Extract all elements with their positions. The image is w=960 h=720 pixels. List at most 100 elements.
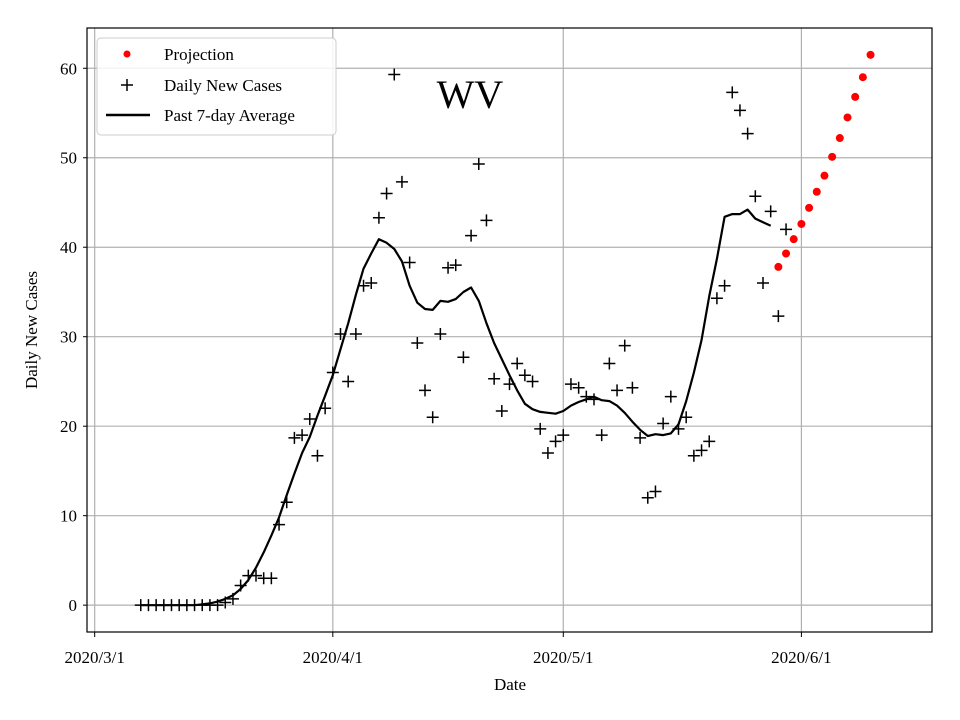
legend-projection-marker <box>123 50 131 58</box>
legend: Projection Daily New Cases Past 7-day Av… <box>96 37 337 136</box>
daily-case-point <box>710 292 723 305</box>
daily-case-point <box>749 190 762 203</box>
legend-projection-label: Projection <box>164 45 234 64</box>
daily-case-point <box>726 86 739 99</box>
daily-case-point <box>372 211 385 224</box>
daily-case-point <box>349 328 362 341</box>
daily-case-point <box>326 366 339 379</box>
daily-case-point <box>718 279 731 292</box>
daily-case-point <box>634 431 647 444</box>
daily-case-point <box>764 205 777 218</box>
daily-case-point <box>664 390 677 403</box>
daily-case-point <box>626 381 639 394</box>
daily-case-point <box>780 223 793 236</box>
daily-case-point <box>472 158 485 171</box>
daily-case-point <box>234 579 247 592</box>
daily-case-point <box>288 431 301 444</box>
daily-case-point <box>395 175 408 188</box>
projection-point <box>805 203 814 212</box>
average-series <box>140 208 772 607</box>
daily-case-point <box>457 351 470 364</box>
projection-point <box>789 235 798 244</box>
projection-point <box>820 171 829 180</box>
daily-case-point <box>672 422 685 435</box>
daily-case-point <box>595 429 608 442</box>
chart-title: WV <box>437 72 504 117</box>
daily-cases-series <box>134 68 793 612</box>
legend-average-label: Past 7-day Average <box>164 106 295 125</box>
daily-case-point <box>419 384 431 397</box>
daily-case-point <box>549 435 562 448</box>
daily-case-point <box>657 417 670 430</box>
daily-case-point <box>680 411 693 424</box>
y-tick-label: 10 <box>60 507 77 526</box>
projection-point <box>782 249 791 258</box>
y-tick-label: 0 <box>69 596 78 615</box>
daily-case-point <box>534 422 547 435</box>
y-axis-label: Daily New Cases <box>22 271 41 389</box>
daily-case-point <box>503 378 516 391</box>
projection-point <box>774 262 783 271</box>
daily-case-point <box>226 592 239 605</box>
daily-case-point <box>250 569 262 582</box>
daily-case-point <box>303 413 316 426</box>
daily-case-point <box>603 357 616 370</box>
daily-case-point <box>618 339 631 352</box>
projection-point <box>858 73 867 82</box>
daily-case-point <box>211 599 224 612</box>
x-tick-label: 2020/4/1 <box>303 648 363 667</box>
daily-case-point <box>511 357 524 370</box>
average-line <box>140 208 772 607</box>
legend-daily-label: Daily New Cases <box>164 76 282 95</box>
daily-case-point <box>687 449 700 462</box>
daily-case-point <box>388 68 401 81</box>
plot-area-frame <box>86 27 933 633</box>
daily-case-point <box>649 485 662 498</box>
daily-case-point <box>580 390 593 403</box>
daily-case-point <box>280 496 293 509</box>
daily-case-point <box>357 279 370 292</box>
projection-point <box>828 152 837 161</box>
x-tick-label: 2020/6/1 <box>771 648 831 667</box>
daily-case-point <box>265 572 278 585</box>
daily-case-point <box>442 261 455 274</box>
daily-case-point <box>741 127 754 140</box>
y-tick-label: 60 <box>60 59 77 78</box>
daily-case-point <box>541 447 554 460</box>
projection-point <box>797 219 806 228</box>
daily-case-point <box>695 444 708 457</box>
daily-case-point <box>557 429 570 442</box>
x-axis-label: Date <box>494 675 526 694</box>
projection-point <box>835 134 844 143</box>
projection-point <box>812 187 821 196</box>
daily-case-point <box>588 393 600 406</box>
legend-daily-marker <box>121 79 133 91</box>
daily-case-point <box>518 369 531 382</box>
legend-box <box>96 37 337 136</box>
daily-case-point <box>526 375 539 388</box>
daily-case-point <box>403 256 416 269</box>
daily-case-point <box>703 435 716 448</box>
daily-case-point <box>219 596 232 609</box>
daily-case-point <box>273 518 286 531</box>
projection-series <box>774 50 875 271</box>
daily-case-point <box>733 104 746 117</box>
daily-case-point <box>495 404 508 417</box>
y-tick-label: 20 <box>60 417 77 436</box>
daily-case-point <box>334 328 347 341</box>
daily-case-point <box>772 310 785 323</box>
daily-case-point <box>757 277 769 290</box>
daily-case-point <box>434 328 447 341</box>
axis-ticks: 0 10 20 30 40 50 60 2020/3/1 2020/4/1 2020/5/1 202… <box>60 59 832 667</box>
daily-case-point <box>564 378 577 391</box>
daily-case-point <box>342 375 355 388</box>
daily-case-point <box>319 402 332 415</box>
y-tick-label: 50 <box>60 149 77 168</box>
daily-case-point <box>411 336 424 349</box>
daily-case-point <box>480 214 493 227</box>
daily-case-point <box>572 381 585 394</box>
y-tick-label: 40 <box>60 238 77 257</box>
x-tick-label: 2020/3/1 <box>64 648 124 667</box>
daily-case-point <box>296 429 309 442</box>
